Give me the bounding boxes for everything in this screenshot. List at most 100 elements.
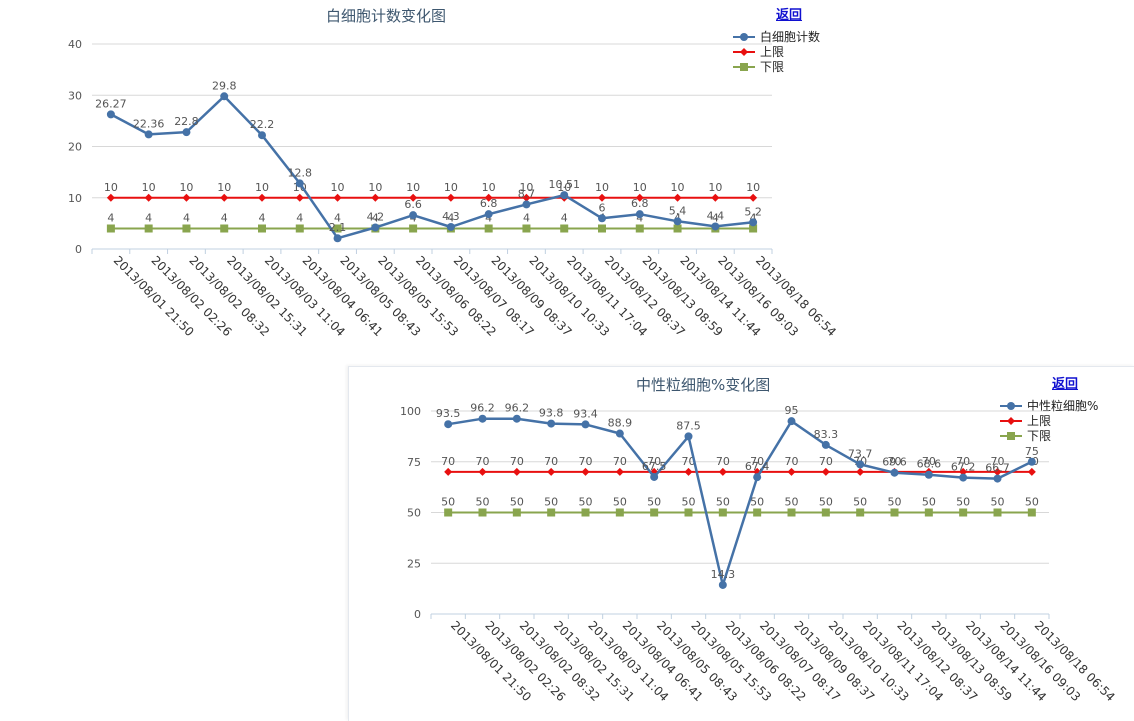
data-label: 50 <box>647 496 661 509</box>
y-tick-label: 40 <box>68 38 82 51</box>
data-point <box>581 467 590 476</box>
data-point <box>182 193 191 202</box>
data-label: 70 <box>647 455 661 468</box>
legend-label: 上限 <box>1027 414 1052 428</box>
data-label: 50 <box>1025 496 1039 509</box>
back-link[interactable]: 返回 <box>776 8 803 23</box>
data-point <box>547 419 556 428</box>
data-point <box>371 193 380 202</box>
legend-item[interactable]: 上限 <box>733 44 820 59</box>
data-point <box>478 508 487 517</box>
legend-item[interactable]: 下限 <box>733 59 820 74</box>
legend-item[interactable]: 中性粒细胞% <box>1000 398 1098 413</box>
data-point <box>890 468 899 477</box>
data-label: 67.4 <box>745 460 770 473</box>
legend-item[interactable]: 上限 <box>1000 413 1098 428</box>
data-label: 10 <box>746 181 760 194</box>
data-point <box>821 467 830 476</box>
back-link[interactable]: 返回 <box>1052 377 1079 392</box>
data-label: 69.6 <box>882 456 907 469</box>
data-label: 10 <box>708 181 722 194</box>
data-point <box>635 210 644 219</box>
wbc-chart-panel: 白细胞计数变化图 返回 白细胞计数 上限 下限 0 10 20 30 40 2013/08… <box>0 0 850 360</box>
data-label: 6 <box>599 201 606 214</box>
data-point <box>581 420 590 429</box>
data-point <box>635 193 644 202</box>
data-label: 10.51 <box>548 178 580 191</box>
chart-legend: 白细胞计数 上限 下限 <box>733 29 820 74</box>
data-label: 67.5 <box>642 460 667 473</box>
series-line <box>110 95 754 240</box>
data-label: 70 <box>544 455 558 468</box>
y-tick-label: 30 <box>68 89 82 102</box>
data-point <box>673 217 682 226</box>
chart-title: 白细胞计数变化图 <box>326 7 447 25</box>
data-label: 66.7 <box>985 462 1010 475</box>
data-point <box>444 467 453 476</box>
legend-label: 上限 <box>760 45 785 59</box>
data-point <box>787 467 796 476</box>
data-point <box>446 193 455 202</box>
data-label: 10 <box>217 181 231 194</box>
data-point <box>182 128 191 137</box>
data-label: 50 <box>750 496 764 509</box>
data-label: 12.8 <box>288 166 313 179</box>
data-label: 10 <box>331 181 345 194</box>
data-label: 6.6 <box>404 198 422 211</box>
legend-item[interactable]: 白细胞计数 <box>733 29 820 44</box>
data-point <box>650 508 659 517</box>
data-point <box>749 218 758 227</box>
data-label: 70 <box>888 455 902 468</box>
data-point <box>1027 508 1036 517</box>
data-point <box>547 467 556 476</box>
data-label: 29.8 <box>212 79 237 92</box>
data-point <box>446 222 455 231</box>
data-label: 70 <box>682 455 696 468</box>
data-point <box>856 467 865 476</box>
data-point <box>182 224 191 233</box>
data-label: 10 <box>633 181 647 194</box>
data-point <box>598 193 606 202</box>
data-label: 68.6 <box>917 458 942 471</box>
data-point <box>581 508 590 517</box>
data-point <box>749 193 758 202</box>
data-point <box>409 193 418 202</box>
data-label: 70 <box>785 455 799 468</box>
y-tick-label: 0 <box>75 243 82 256</box>
legend-diamond-icon <box>733 47 755 56</box>
data-label: 70 <box>476 455 490 468</box>
data-label: 10 <box>142 181 156 194</box>
data-label: 93.4 <box>573 407 598 420</box>
data-point <box>522 224 531 233</box>
data-point <box>787 508 796 517</box>
data-label: 50 <box>819 496 833 509</box>
legend-diamond-icon <box>1000 416 1022 425</box>
data-point <box>615 467 624 476</box>
data-label: 75 <box>1025 445 1039 458</box>
data-label: 14.3 <box>711 568 736 581</box>
data-label: 6.8 <box>480 197 498 210</box>
data-label: 96.2 <box>505 402 530 415</box>
data-point <box>478 414 487 423</box>
data-label: 4 <box>334 212 341 225</box>
data-label: 5.4 <box>669 204 687 217</box>
data-label: 50 <box>888 496 902 509</box>
data-label: 73.7 <box>848 447 873 460</box>
data-label: 70 <box>956 455 970 468</box>
series-line <box>448 417 1033 587</box>
data-label: 4 <box>221 212 228 225</box>
data-label: 10 <box>406 181 420 194</box>
legend-circle-icon <box>1000 401 1022 410</box>
data-label: 93.8 <box>539 407 564 420</box>
data-point <box>718 467 727 476</box>
data-label: 10 <box>444 181 458 194</box>
data-point <box>295 224 304 233</box>
data-point <box>615 508 624 517</box>
data-label: 4 <box>750 212 757 225</box>
data-label: 10 <box>179 181 193 194</box>
data-point <box>598 214 606 223</box>
data-label: 4 <box>183 212 190 225</box>
legend-item[interactable]: 下限 <box>1000 428 1098 443</box>
data-point <box>512 508 521 517</box>
